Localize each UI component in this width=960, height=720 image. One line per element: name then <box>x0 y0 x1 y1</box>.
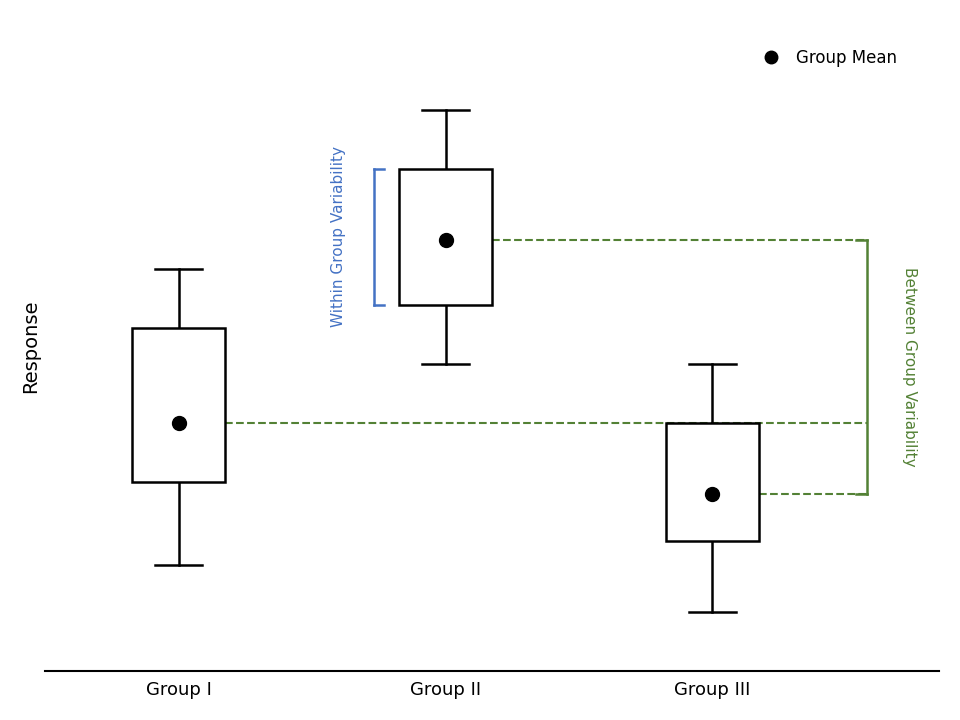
Bar <box>665 423 759 541</box>
Text: Between Group Variability: Between Group Variability <box>902 267 918 467</box>
Text: Within Group Variability: Within Group Variability <box>331 146 347 327</box>
Y-axis label: Response: Response <box>21 300 39 393</box>
Bar <box>132 328 226 482</box>
Bar <box>399 168 492 305</box>
Legend: Group Mean: Group Mean <box>748 42 904 73</box>
